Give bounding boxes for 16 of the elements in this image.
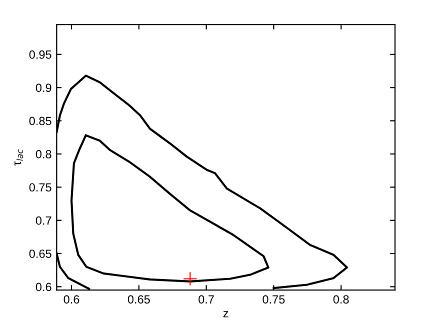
y-tick-label: 0.6 [36, 282, 52, 292]
x-tick-label: 0.8 [333, 295, 349, 304]
x-tick-label: 0.7 [198, 295, 214, 304]
y-tick-label: 0.7 [36, 216, 52, 225]
line-series [70, 134, 270, 282]
x-tick-label: 0.65 [128, 295, 150, 304]
x-axis-title: z [223, 311, 228, 318]
y-tick-label: 0.75 [29, 183, 52, 192]
y-tick-label: 0.9 [36, 84, 52, 92]
y-tick-label: 0.85 [29, 116, 52, 126]
y-tick-label: 0.65 [29, 250, 52, 258]
y-axis-title: τ$_{lac}$ [14, 149, 23, 166]
y-tick-label: 0.95 [29, 50, 52, 59]
y-tick-label: 0.8 [36, 150, 52, 158]
x-tick-label: 0.6 [64, 295, 80, 304]
x-tick-label: 0.75 [262, 295, 285, 304]
